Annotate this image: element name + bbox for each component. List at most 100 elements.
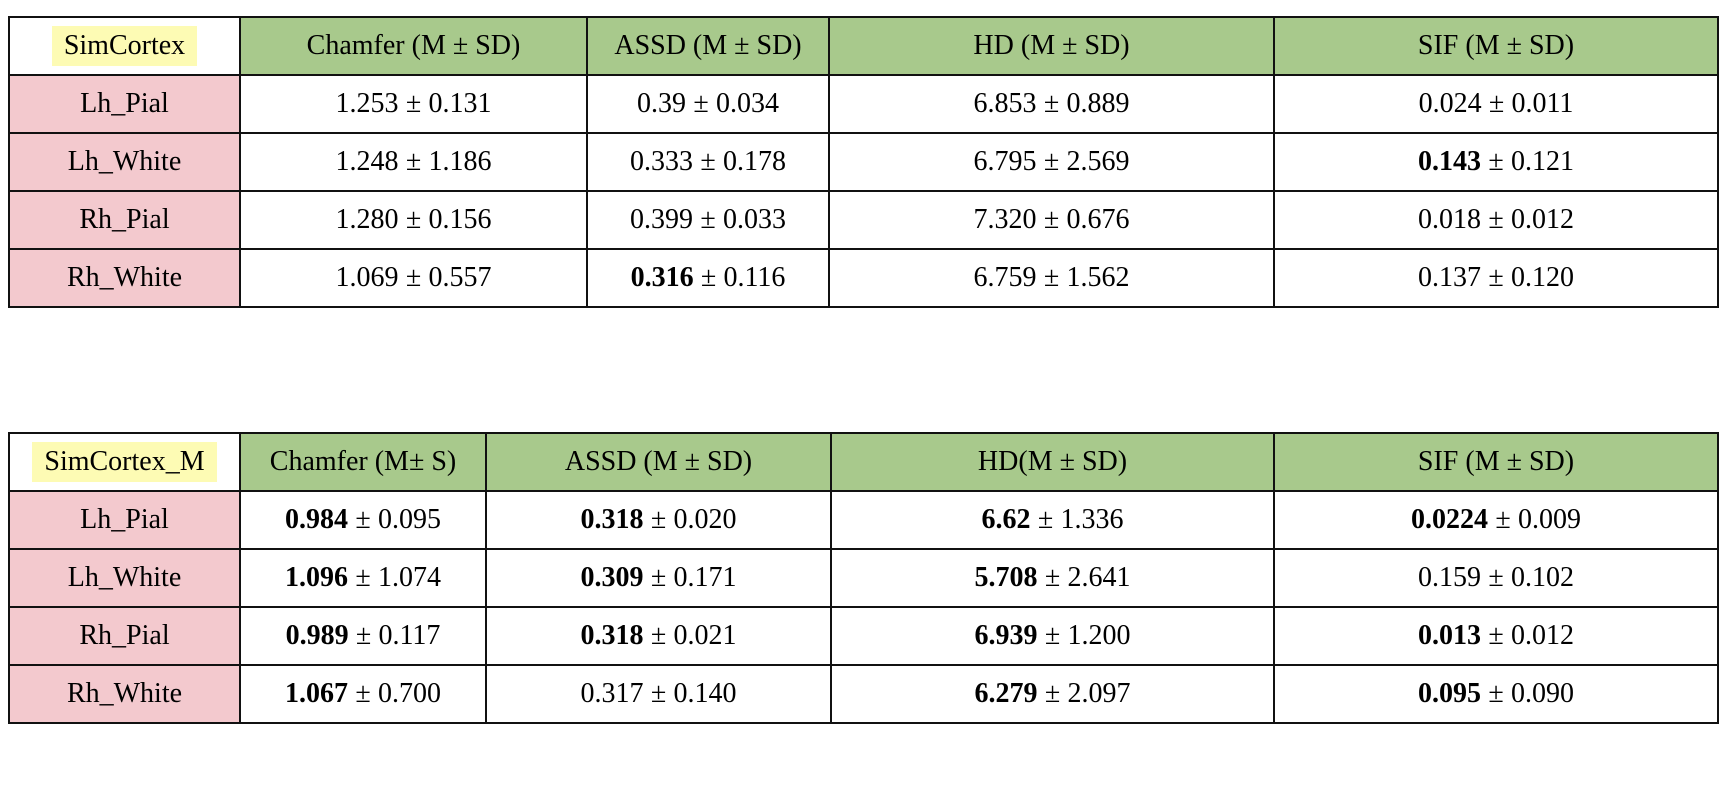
metric-sd: 1.074	[377, 562, 441, 593]
plus-minus: ±	[355, 562, 371, 593]
plus-minus: ±	[1043, 146, 1060, 177]
column-header: ASSD (M ± SD)	[586, 16, 830, 76]
metric-cell: 0.0224 ±0.009	[1273, 490, 1719, 550]
metric-mean: 1.096	[285, 562, 349, 593]
metrics-table-1: SimCortex Chamfer (M ± SD) ASSD (M ± SD) HD…	[8, 16, 1719, 308]
metric-mean: 0.018	[1418, 204, 1482, 235]
metric-sd: 0.102	[1510, 562, 1574, 593]
plus-minus: ±	[1488, 678, 1504, 709]
metric-cell: 0.318 ±0.021	[485, 606, 832, 666]
metric-mean: 5.708	[974, 562, 1038, 593]
metric-sd: 0.012	[1510, 204, 1574, 235]
metric-mean: 0.137	[1418, 262, 1482, 293]
table-row: Lh_Pial 1.253 ±0.131 0.39 ±0.034 6.853 ±0.889 0…	[8, 74, 1719, 134]
table-row: Rh_Pial 0.989 ±0.117 0.318 ±0.021 6.939 ±1.200…	[8, 606, 1719, 666]
plus-minus: ±	[405, 262, 422, 293]
metric-sd: 0.171	[673, 562, 737, 593]
plus-minus: ±	[650, 620, 667, 651]
metric-mean: 0.318	[580, 620, 644, 651]
metric-mean: 6.939	[974, 620, 1038, 651]
plus-minus: ±	[650, 562, 667, 593]
metric-mean: 1.069	[335, 262, 399, 293]
metric-mean: 0.095	[1418, 678, 1482, 709]
metric-mean: 0.013	[1418, 620, 1482, 651]
plus-minus: ±	[700, 204, 716, 235]
metric-mean: 0.989	[285, 620, 349, 651]
metric-cell: 0.013 ±0.012	[1273, 606, 1719, 666]
plus-minus: ±	[1488, 146, 1504, 177]
column-header: HD (M ± SD)	[828, 16, 1275, 76]
metric-sd: 0.889	[1066, 88, 1130, 119]
metric-sd: 0.009	[1517, 504, 1581, 535]
metric-cell: 0.399 ±0.033	[586, 190, 830, 250]
plus-minus: ±	[1044, 562, 1061, 593]
metric-cell: 0.317 ±0.140	[485, 664, 832, 724]
plus-minus: ±	[1044, 620, 1061, 651]
metric-sd: 2.641	[1067, 562, 1131, 593]
metric-sd: 0.011	[1511, 88, 1574, 119]
metric-cell: 1.096 ±1.074	[239, 548, 487, 608]
metric-mean: 1.280	[335, 204, 399, 235]
plus-minus: ±	[405, 204, 422, 235]
metric-sd: 0.021	[673, 620, 737, 651]
metric-cell: 0.143 ±0.121	[1273, 132, 1719, 192]
metric-cell: 0.159 ±0.102	[1273, 548, 1719, 608]
metric-mean: 1.067	[285, 678, 349, 709]
metric-sd: 0.095	[377, 504, 441, 535]
table-corner-cell: SimCortex	[8, 16, 241, 76]
metric-cell: 0.018 ±0.012	[1273, 190, 1719, 250]
metric-mean: 6.279	[974, 678, 1038, 709]
plus-minus: ±	[1043, 88, 1060, 119]
metric-sd: 0.140	[673, 678, 737, 709]
metric-cell: 0.333 ±0.178	[586, 132, 830, 192]
metric-mean: 0.984	[285, 504, 349, 535]
column-header: SIF (M ± SD)	[1273, 432, 1719, 492]
table-row: Rh_White 1.067 ±0.700 0.317 ±0.140 6.279 ±2.09…	[8, 664, 1719, 724]
metric-sd: 0.131	[428, 88, 492, 119]
table-row: Lh_White 1.096 ±1.074 0.309 ±0.171 5.708 ±2.64…	[8, 548, 1719, 608]
plus-minus: ±	[1488, 620, 1504, 651]
column-header: Chamfer (M± S)	[239, 432, 487, 492]
metric-cell: 0.095 ±0.090	[1273, 664, 1719, 724]
metric-mean: 1.248	[335, 146, 399, 177]
metric-cell: 1.280 ±0.156	[239, 190, 588, 250]
metric-mean: 0.39	[637, 88, 687, 119]
metric-sd: 2.097	[1067, 678, 1131, 709]
metric-sd: 0.156	[428, 204, 492, 235]
tables-container: SimCortex Chamfer (M ± SD) ASSD (M ± SD) HD…	[8, 16, 1734, 724]
row-label: Rh_White	[8, 248, 241, 308]
metric-mean: 6.62	[981, 504, 1031, 535]
metric-cell: 6.759 ±1.562	[828, 248, 1275, 308]
metric-cell: 0.316 ±0.116	[586, 248, 830, 308]
metric-sd: 0.557	[428, 262, 492, 293]
metric-cell: 0.984 ±0.095	[239, 490, 487, 550]
table-row: Lh_Pial 0.984 ±0.095 0.318 ±0.020 6.62 ±1.336 0…	[8, 490, 1719, 550]
metric-cell: 1.069 ±0.557	[239, 248, 588, 308]
plus-minus: ±	[693, 88, 709, 119]
metric-sd: 1.336	[1060, 504, 1124, 535]
metric-mean: 6.795	[973, 146, 1037, 177]
plus-minus: ±	[355, 620, 372, 651]
table-row: Rh_Pial 1.280 ±0.156 0.399 ±0.033 7.320 ±0.676…	[8, 190, 1719, 250]
row-label: Lh_Pial	[8, 490, 241, 550]
plus-minus: ±	[1488, 204, 1504, 235]
metric-sd: 1.186	[428, 146, 492, 177]
row-label: Rh_White	[8, 664, 241, 724]
metric-sd: 0.676	[1066, 204, 1130, 235]
metric-mean: 0.316	[630, 262, 694, 293]
metric-sd: 0.700	[377, 678, 441, 709]
metric-sd: 2.569	[1066, 146, 1130, 177]
plus-minus: ±	[405, 146, 422, 177]
metric-cell: 1.253 ±0.131	[239, 74, 588, 134]
row-label: Rh_Pial	[8, 606, 241, 666]
metric-sd: 0.020	[673, 504, 737, 535]
header-row: SimCortex_M Chamfer (M± S) ASSD (M ± SD) HD…	[8, 432, 1719, 492]
metric-cell: 6.795 ±2.569	[828, 132, 1275, 192]
column-header: SIF (M ± SD)	[1273, 16, 1719, 76]
metric-sd: 1.562	[1066, 262, 1130, 293]
plus-minus: ±	[355, 504, 371, 535]
column-header: HD(M ± SD)	[830, 432, 1275, 492]
plus-minus: ±	[1488, 562, 1504, 593]
metric-sd: 0.012	[1510, 620, 1574, 651]
table-row: Lh_White 1.248 ±1.186 0.333 ±0.178 6.795 ±2.56…	[8, 132, 1719, 192]
